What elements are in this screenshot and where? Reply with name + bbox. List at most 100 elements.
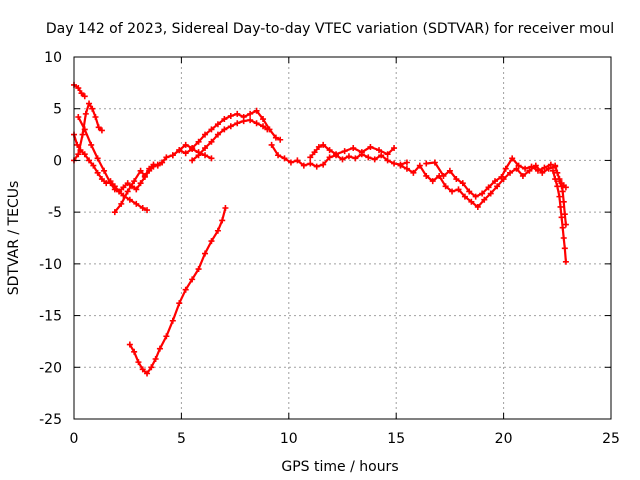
data-point <box>208 138 215 145</box>
data-point <box>135 359 142 366</box>
data-point <box>221 126 228 133</box>
data-point <box>479 190 486 197</box>
data-point <box>557 203 564 210</box>
data-point <box>532 162 539 169</box>
x-tick-label: 5 <box>177 431 186 447</box>
series-line <box>270 143 408 168</box>
y-tick-label: 10 <box>44 50 62 66</box>
data-point <box>111 209 118 216</box>
data-point <box>547 161 554 168</box>
data-point <box>513 165 520 172</box>
series-arc-11 <box>397 162 559 210</box>
data-point <box>169 317 176 324</box>
data-point <box>341 148 348 155</box>
data-point <box>176 300 183 307</box>
data-point <box>89 105 96 112</box>
data-point <box>487 190 494 197</box>
data-point <box>137 180 144 187</box>
data-point <box>515 162 522 169</box>
data-point <box>561 211 568 218</box>
data-point <box>384 151 391 158</box>
data-point <box>90 162 97 169</box>
series-line <box>551 169 568 263</box>
data-series <box>71 81 569 377</box>
data-point <box>275 152 282 159</box>
data-point <box>552 162 559 169</box>
data-point <box>300 162 307 169</box>
data-point <box>195 138 202 145</box>
y-tick-label: 5 <box>53 102 62 118</box>
data-point <box>202 250 209 257</box>
data-point <box>556 178 563 185</box>
data-point <box>281 155 288 162</box>
data-point <box>315 143 322 150</box>
data-point <box>148 364 155 371</box>
data-point <box>449 188 456 195</box>
data-point <box>339 156 346 163</box>
data-point <box>202 131 209 138</box>
data-point <box>468 198 475 205</box>
data-point <box>124 180 131 187</box>
data-point <box>189 157 196 164</box>
data-point <box>208 238 215 245</box>
data-point <box>139 205 146 212</box>
data-point <box>189 145 196 152</box>
data-point <box>111 186 118 193</box>
axis-ticks: 0 5 10 15 20 25 10 5 0 -5 -10 -15 -20 -25 <box>39 50 620 447</box>
data-point <box>559 224 566 231</box>
data-point <box>240 118 247 125</box>
data-point <box>131 348 138 355</box>
series-arc-2 <box>71 131 151 214</box>
data-point <box>423 160 430 167</box>
data-point <box>410 169 417 176</box>
data-point <box>75 113 82 120</box>
data-point <box>86 100 93 107</box>
grid-lines <box>74 57 611 419</box>
data-point <box>384 157 391 164</box>
data-point <box>391 145 398 152</box>
series-arc-6 <box>126 205 229 377</box>
data-point <box>133 200 140 207</box>
data-point <box>453 176 460 183</box>
data-point <box>560 198 567 205</box>
data-point <box>195 266 202 273</box>
data-point <box>94 155 101 162</box>
data-point <box>492 178 499 185</box>
data-point <box>431 159 438 166</box>
data-point <box>307 154 314 161</box>
data-point <box>107 180 114 187</box>
x-tick-label: 20 <box>495 431 513 447</box>
data-point <box>234 110 241 117</box>
data-point <box>141 172 148 179</box>
y-tick-label: -15 <box>39 309 62 325</box>
data-point <box>159 159 166 166</box>
data-point <box>133 186 140 193</box>
data-point <box>440 172 447 179</box>
chart-title: Day 142 of 2023, Sidereal Day-to-day VTE… <box>46 21 614 37</box>
data-point <box>502 165 509 172</box>
data-point <box>264 126 271 133</box>
data-point <box>154 162 161 169</box>
data-point <box>208 155 215 162</box>
data-point <box>227 112 234 119</box>
data-point <box>146 165 153 172</box>
data-point <box>562 258 569 265</box>
series-line <box>72 133 149 212</box>
series-arc-13 <box>550 167 569 265</box>
data-point <box>472 193 479 200</box>
data-point <box>156 345 163 352</box>
data-point <box>144 207 151 214</box>
y-axis-label: SDTVAR / TECUs <box>6 181 22 296</box>
y-tick-label: -10 <box>39 257 62 273</box>
plot-frame <box>73 56 612 420</box>
data-point <box>92 113 99 120</box>
data-point <box>485 184 492 191</box>
series-arc-3 <box>71 100 105 164</box>
data-point <box>539 169 546 176</box>
data-point <box>313 163 320 170</box>
data-point <box>455 186 462 193</box>
y-tick-label: 0 <box>53 153 62 169</box>
series-line <box>399 164 557 209</box>
data-point <box>474 203 481 210</box>
